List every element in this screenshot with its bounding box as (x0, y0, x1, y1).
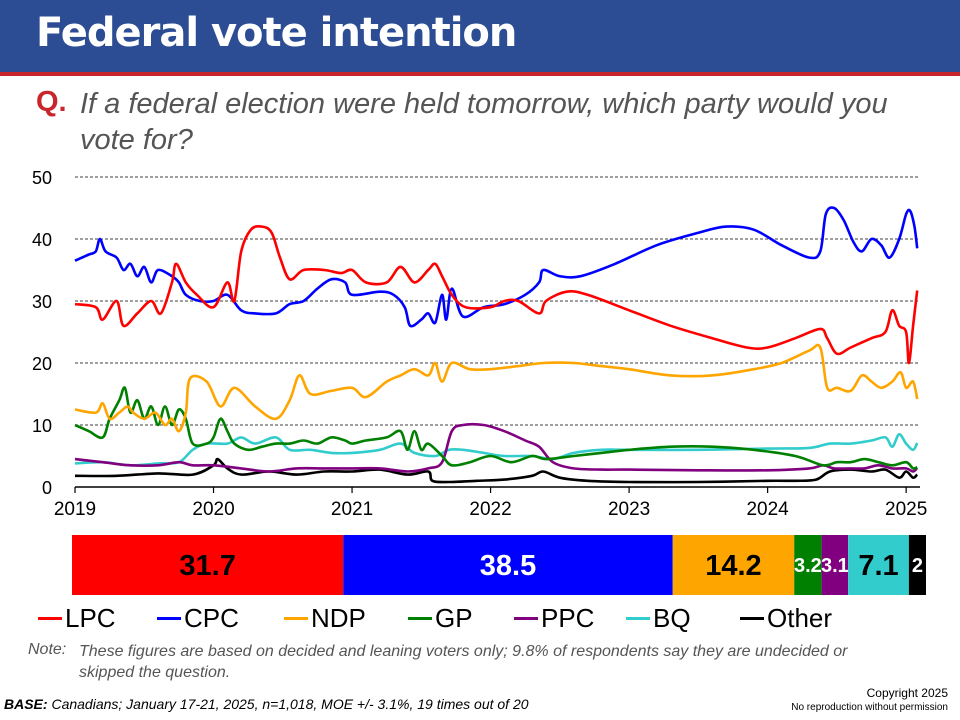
question-label: Q. (36, 86, 67, 118)
latest-bar-other (908, 535, 926, 595)
latest-bar-bq (848, 535, 909, 595)
x-tick-label: 2021 (331, 499, 373, 520)
legend: LPC CPC NDP GP PPC BQ Other (38, 600, 938, 636)
x-tick-label: 2024 (746, 499, 789, 520)
title-rule (0, 72, 960, 76)
note-text: These figures are based on decided and l… (79, 643, 848, 681)
reproduction-notice: No reproduction without permission (791, 702, 948, 713)
legend-item-lpc: LPC (38, 600, 116, 636)
legend-swatch (408, 616, 432, 620)
title-band (0, 0, 960, 72)
series-line-gp (74, 386, 918, 470)
legend-item-gp: GP (408, 600, 473, 636)
y-tick-label: 40 (32, 230, 52, 250)
latest-bar-cpc (343, 535, 673, 595)
latest-bar-label-lpc: 31.7 (179, 550, 235, 582)
base-label: BASE: (4, 696, 48, 712)
legend-swatch (38, 616, 62, 620)
x-tick-label: 2022 (469, 499, 511, 520)
legend-label: NDP (311, 602, 366, 633)
x-tick-label: 2019 (54, 499, 96, 520)
latest-bar-label-cpc: 38.5 (480, 550, 536, 582)
latest-bar-gp (794, 535, 822, 595)
legend-item-ndp: NDP (284, 600, 366, 636)
latest-bar-label-ppc: 3.1 (821, 555, 849, 577)
series-line-cpc (74, 206, 919, 328)
legend-swatch (626, 616, 650, 620)
vote-intention-chart: 0 10 20 30 40 50 2019 2020 2021 2022 2023 2024 2025 3… (32, 168, 927, 595)
y-tick-label: 10 (32, 416, 52, 436)
legend-label: BQ (653, 602, 691, 633)
legend-label: GP (435, 602, 473, 633)
series-line-bq (74, 433, 919, 467)
x-tick-label: 2020 (192, 499, 234, 520)
series-line-ppc (74, 422, 919, 473)
y-tick-label: 50 (32, 168, 52, 188)
series-line-lpc (74, 224, 919, 365)
note-label: Note: (28, 641, 67, 658)
y-tick-label: 30 (32, 292, 52, 312)
base-footnote: BASE: Canadians; January 17-21, 2025, n=… (4, 696, 529, 712)
x-tick-label: 2023 (608, 499, 650, 520)
base-text: Canadians; January 17-21, 2025, n=1,018,… (51, 696, 529, 712)
legend-swatch (514, 616, 538, 620)
latest-bar-label-gp: 3.2 (794, 555, 822, 577)
legend-item-bq: BQ (626, 600, 691, 636)
legend-label: PPC (541, 602, 595, 633)
page-title: Federal vote intention (36, 10, 517, 56)
y-tick-label: 0 (42, 478, 52, 498)
question-text: If a federal election were held tomorrow… (80, 88, 888, 156)
legend-label: Other (767, 602, 833, 633)
latest-bar-lpc (72, 535, 344, 595)
legend-item-ppc: PPC (514, 600, 594, 636)
copyright: Copyright 2025 (866, 686, 948, 700)
latest-bar-label-other: 2 (912, 555, 923, 577)
legend-swatch (740, 616, 764, 620)
series-line-ndp (74, 343, 919, 433)
legend-swatch (284, 616, 308, 620)
legend-item-other: Other (740, 600, 832, 636)
legend-item-cpc: CPC (157, 600, 239, 636)
x-tick-label: 2025 (885, 499, 927, 520)
legend-swatch (157, 616, 181, 620)
y-tick-label: 20 (32, 354, 52, 374)
latest-bar-ndp (672, 535, 795, 595)
legend-label: LPC (65, 602, 116, 633)
latest-bar-label-bq: 7.1 (858, 550, 898, 582)
latest-bar-label-ndp: 14.2 (705, 550, 761, 582)
latest-bar-ppc (821, 535, 849, 595)
legend-label: CPC (184, 602, 239, 633)
